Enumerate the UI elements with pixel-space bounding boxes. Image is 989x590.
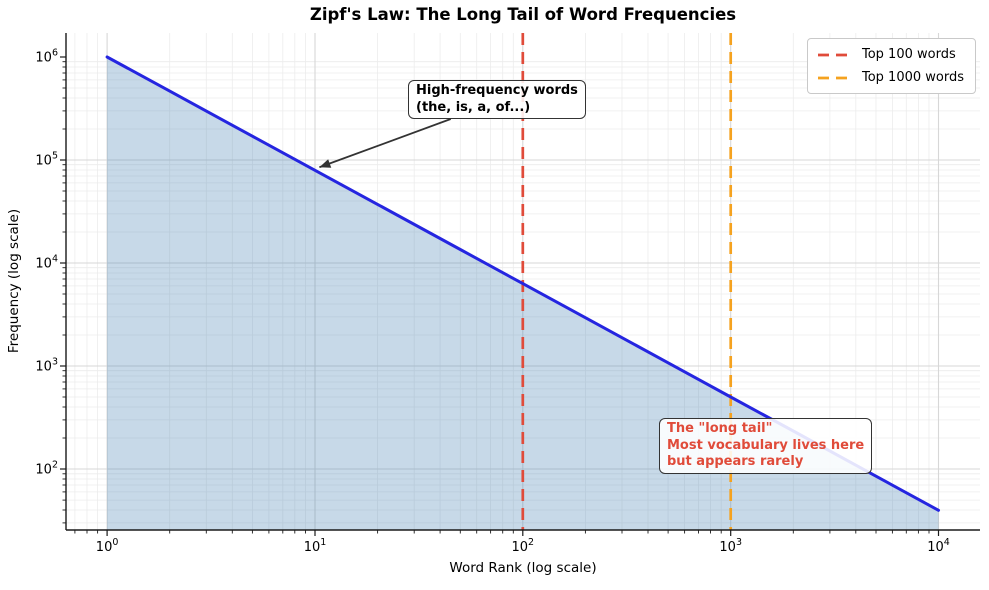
legend-label-top-1000: Top 1000 words [861,70,964,85]
x-tick-label: 100 [96,537,119,555]
chart-title: Zipf's Law: The Long Tail of Word Freque… [309,5,737,24]
legend-item-top-100: Top 100 words [817,47,964,62]
x-tick-label: 104 [927,537,950,555]
red-dashed-line-swatch [817,53,852,56]
legend-label-top-100: Top 100 words [861,47,956,62]
y-tick-label: 106 [35,48,58,66]
orange-dashed-line-swatch [817,76,852,79]
legend-item-top-1000: Top 1000 words [817,70,964,85]
y-tick-label: 105 [35,151,58,169]
y-tick-label: 104 [35,254,58,272]
legend: Top 100 words Top 1000 words [806,38,976,94]
x-axis-label: Word Rank (log scale) [449,560,597,576]
x-tick-label: 102 [512,537,535,555]
annotation-text-line: The "long tail" [667,421,773,436]
annotation-long-tail: The "long tail" Most vocabulary lives he… [659,418,873,474]
y-axis-label: Frequency (log scale) [6,208,22,354]
x-tick-label: 101 [304,537,327,555]
annotation-text-line: (the, is, a, of...) [416,99,531,115]
annotation-high-frequency-words: High-frequency words (the, is, a, of...) [408,80,586,119]
annotation-arrow [319,118,452,169]
y-tick-label: 102 [35,460,58,478]
annotation-text-line: but appears rarely [667,454,804,469]
annotation-arrowhead [319,159,332,168]
annotation-text-line: High-frequency words [416,83,578,98]
x-tick-label: 103 [719,537,742,555]
zipf-fill-area [107,57,939,530]
y-tick-label: 103 [35,357,58,375]
annotation-text-line: Most vocabulary lives here [667,437,865,453]
